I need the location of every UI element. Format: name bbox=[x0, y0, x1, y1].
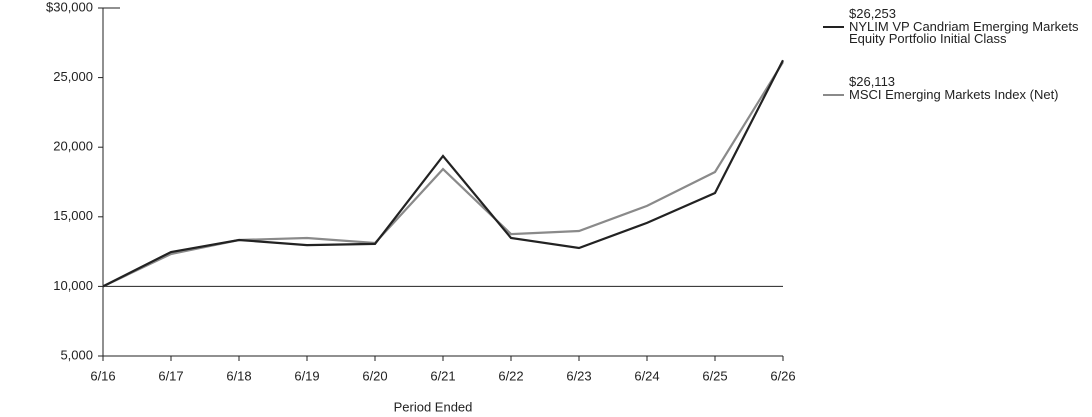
x-tick-label: 6/19 bbox=[294, 368, 319, 383]
legend-label: NYLIM VP Candriam Emerging Markets Equit… bbox=[849, 19, 1079, 46]
x-tick-label: 6/20 bbox=[362, 368, 387, 383]
x-tick-label: 6/24 bbox=[634, 368, 659, 383]
x-tick-label: 6/16 bbox=[90, 368, 115, 383]
x-tick-label: 6/21 bbox=[430, 368, 455, 383]
x-tick-label: 6/22 bbox=[498, 368, 523, 383]
legend-swatch bbox=[823, 26, 844, 28]
y-tick-label: $30,000 bbox=[46, 0, 93, 14]
x-tick-label: 6/26 bbox=[770, 368, 795, 383]
y-tick-label: 25,000 bbox=[53, 69, 93, 84]
x-axis-title: Period Ended bbox=[394, 399, 473, 414]
x-tick-label: 6/23 bbox=[566, 368, 591, 383]
y-tick-label: 15,000 bbox=[53, 208, 93, 223]
legend-label: MSCI Emerging Markets Index (Net) bbox=[849, 87, 1059, 102]
legend-value: $26,253 bbox=[849, 6, 896, 21]
y-tick-label: 5,000 bbox=[60, 347, 93, 362]
legend-value: $26,113 bbox=[849, 74, 896, 89]
series-line bbox=[102, 59, 784, 288]
y-tick-label: 10,000 bbox=[53, 278, 93, 293]
x-tick-label: 6/25 bbox=[702, 368, 727, 383]
series-line bbox=[102, 61, 784, 288]
x-tick-label: 6/17 bbox=[158, 368, 183, 383]
legend-swatch bbox=[823, 94, 844, 96]
y-tick-label: 20,000 bbox=[53, 139, 93, 154]
x-tick-label: 6/18 bbox=[226, 368, 251, 383]
